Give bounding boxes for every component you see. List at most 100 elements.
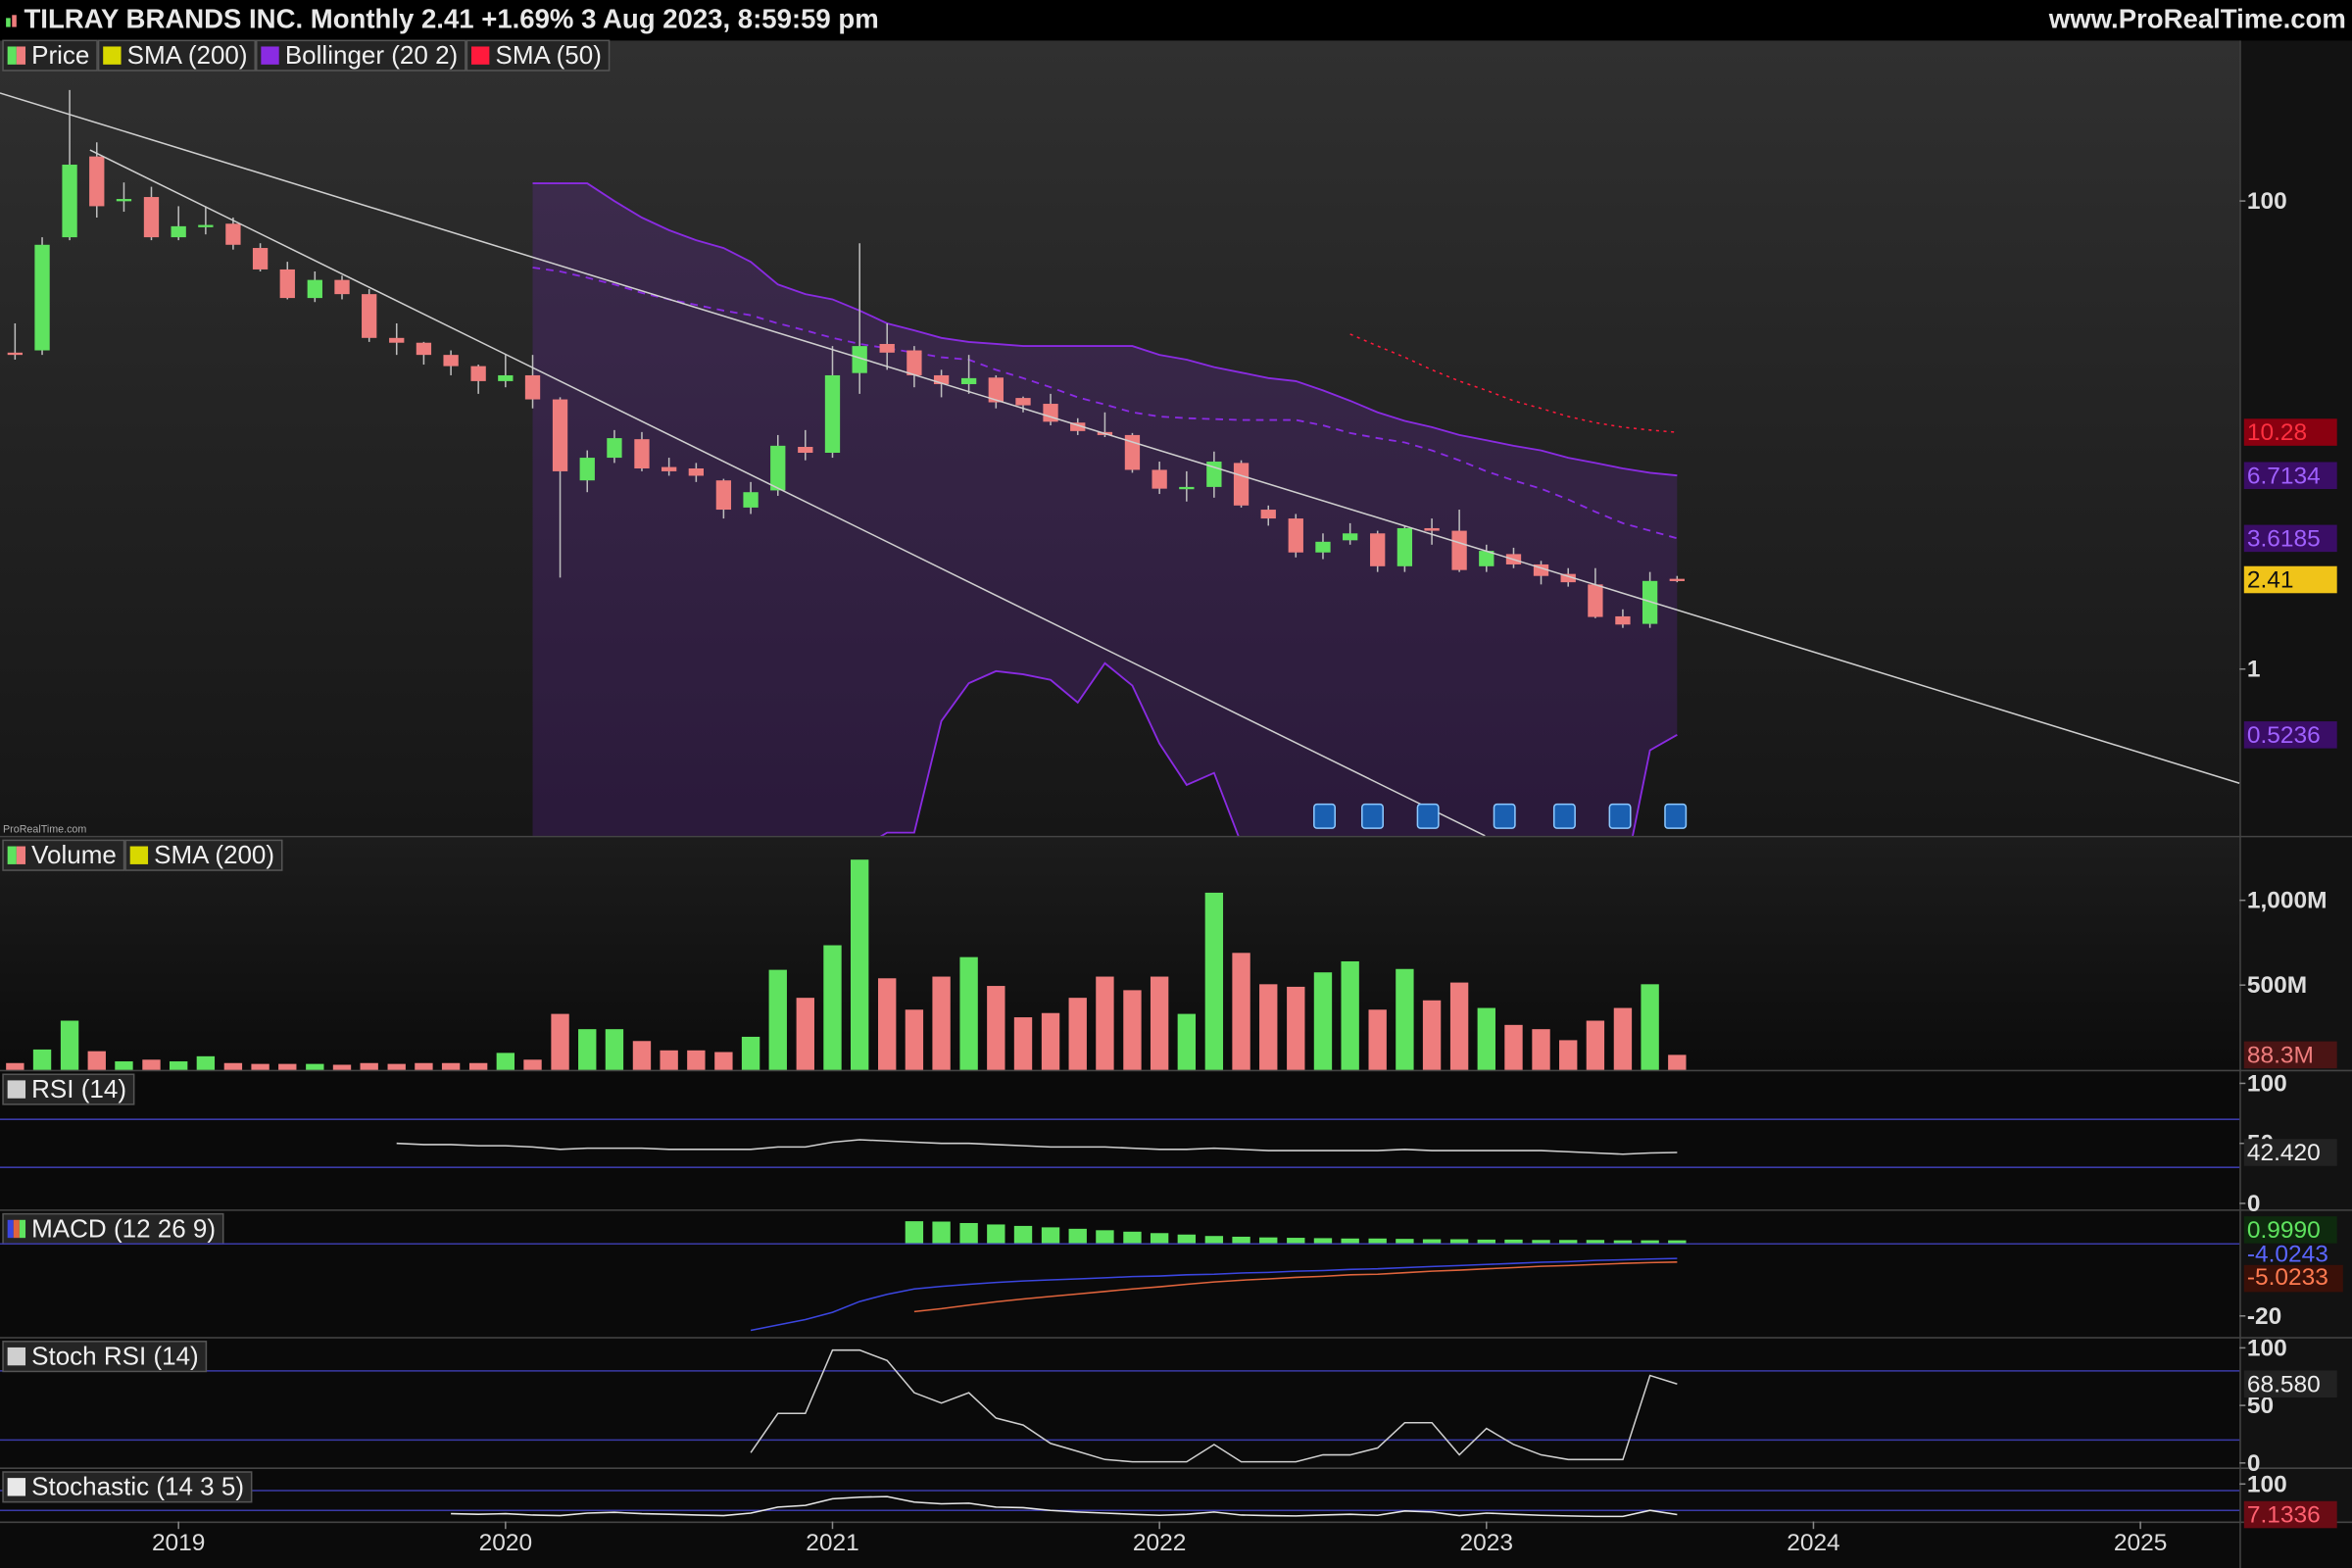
volume-bar: [142, 1059, 161, 1070]
x-tick-label: 2022: [1133, 1530, 1186, 1556]
volume-bar: [823, 945, 842, 1070]
volume-bar: [878, 978, 897, 1070]
volume-bar: [360, 1062, 378, 1070]
volume-bar: [768, 969, 787, 1070]
volume-bar: [905, 1009, 924, 1070]
candle-body: [1396, 527, 1413, 566]
candle-body: [607, 438, 622, 459]
macd-histogram-bar: [1449, 1239, 1469, 1245]
value-badge-label: 6.7134: [2247, 463, 2321, 489]
value-badge: [2243, 721, 2337, 749]
value-badge: [2243, 1500, 2337, 1529]
volume-bar: [1586, 1020, 1605, 1070]
macd-histogram-bar: [1586, 1240, 1605, 1245]
candle-body: [252, 248, 269, 270]
legend-label: SMA (200): [127, 40, 248, 70]
value-badge: [2243, 1370, 2337, 1398]
legend-box: [2, 1212, 224, 1246]
candle-body: [662, 466, 677, 471]
volume-bar: [332, 1064, 352, 1070]
candle-body: [416, 342, 432, 356]
legend-label: SMA (200): [154, 840, 274, 869]
value-badge: [2243, 565, 2337, 594]
volume-bar: [1068, 998, 1087, 1070]
bollinger-fill: [532, 183, 1678, 836]
bollinger-middle: [532, 267, 1678, 540]
volume-bar: [1150, 976, 1169, 1070]
volume-bar: [1668, 1054, 1687, 1070]
candle-body: [198, 224, 214, 227]
candle-body: [498, 374, 514, 381]
legend-box: [124, 839, 283, 871]
volume-bar: [196, 1055, 216, 1070]
candle-body: [443, 355, 459, 367]
x-tick-label: 2023: [1460, 1530, 1513, 1556]
candle-body: [688, 467, 705, 476]
volume-bar: [1341, 960, 1359, 1070]
site: www.ProRealTime.com: [2048, 4, 2346, 34]
volume-bar: [1313, 972, 1333, 1070]
legend-box: [2, 1471, 253, 1503]
legend-box: [97, 39, 256, 72]
volume-bar: [660, 1050, 678, 1070]
right-axis: [2239, 40, 2352, 1522]
volume-bar: [441, 1062, 461, 1070]
x-tick-label: 2021: [806, 1530, 858, 1556]
candle-body: [1233, 463, 1250, 506]
macd-histogram-bar: [1150, 1233, 1169, 1245]
volume-bar: [60, 1020, 79, 1070]
legend-label: MACD (12 26 9): [31, 1213, 216, 1243]
candle-body: [960, 377, 977, 384]
candle-body: [1615, 615, 1631, 625]
legend-swatch: [16, 846, 26, 864]
macd-histogram-bar: [1177, 1234, 1197, 1245]
macd-histogram-bar: [1641, 1240, 1659, 1245]
legend-swatch: [129, 846, 149, 864]
candle-body: [1560, 573, 1576, 583]
legend-item: Price: [2, 39, 98, 72]
volume-bar: [1641, 984, 1659, 1070]
candle-body: [1669, 578, 1685, 581]
signal-line: [913, 1261, 1678, 1313]
macd-histogram-bar: [1341, 1238, 1359, 1245]
macd-histogram-bar: [1013, 1225, 1033, 1245]
volume-bar: [169, 1061, 188, 1070]
candle-body: [1288, 518, 1303, 553]
y-tick-label: 100: [2247, 1471, 2287, 1497]
y-tick-label: 100: [2247, 1070, 2287, 1097]
volume-bar: [1123, 990, 1142, 1070]
y-tick-label: 0: [2247, 1191, 2261, 1217]
macd-histogram-bar: [1041, 1227, 1060, 1245]
legend-label: Volume: [31, 840, 117, 869]
candle-body: [1642, 580, 1658, 624]
volume-bar: [251, 1063, 270, 1070]
volume-bar: [959, 956, 978, 1070]
candle-body: [879, 343, 895, 353]
macd-histogram-bar: [1096, 1230, 1114, 1245]
y-tick-label: 1: [2247, 657, 2261, 683]
macd-histogram-bar: [905, 1221, 924, 1245]
title-bar: [0, 0, 2352, 41]
legend-swatch: [16, 46, 26, 65]
bollinger-lower: [880, 662, 1678, 836]
candle-body: [1370, 533, 1386, 566]
volume-bar: [1096, 976, 1114, 1070]
legend-swatch: [7, 846, 17, 864]
event-icon: [1552, 803, 1576, 829]
volume-bar: [1177, 1013, 1197, 1070]
title-icon: [6, 18, 11, 27]
watermark: ProRealTime.com: [3, 824, 86, 836]
macd-histogram-bar: [932, 1221, 951, 1245]
legend-swatch: [7, 1219, 14, 1239]
volume-bar: [1477, 1007, 1495, 1070]
bollinger-upper: [532, 182, 1678, 477]
legend-swatch: [471, 46, 490, 65]
candle-body: [798, 447, 813, 454]
volume-bar: [87, 1051, 106, 1070]
macd-histogram-bar: [1204, 1236, 1224, 1245]
candle-body: [470, 366, 486, 381]
volume-bar: [306, 1063, 324, 1070]
volume-bar: [115, 1061, 133, 1070]
